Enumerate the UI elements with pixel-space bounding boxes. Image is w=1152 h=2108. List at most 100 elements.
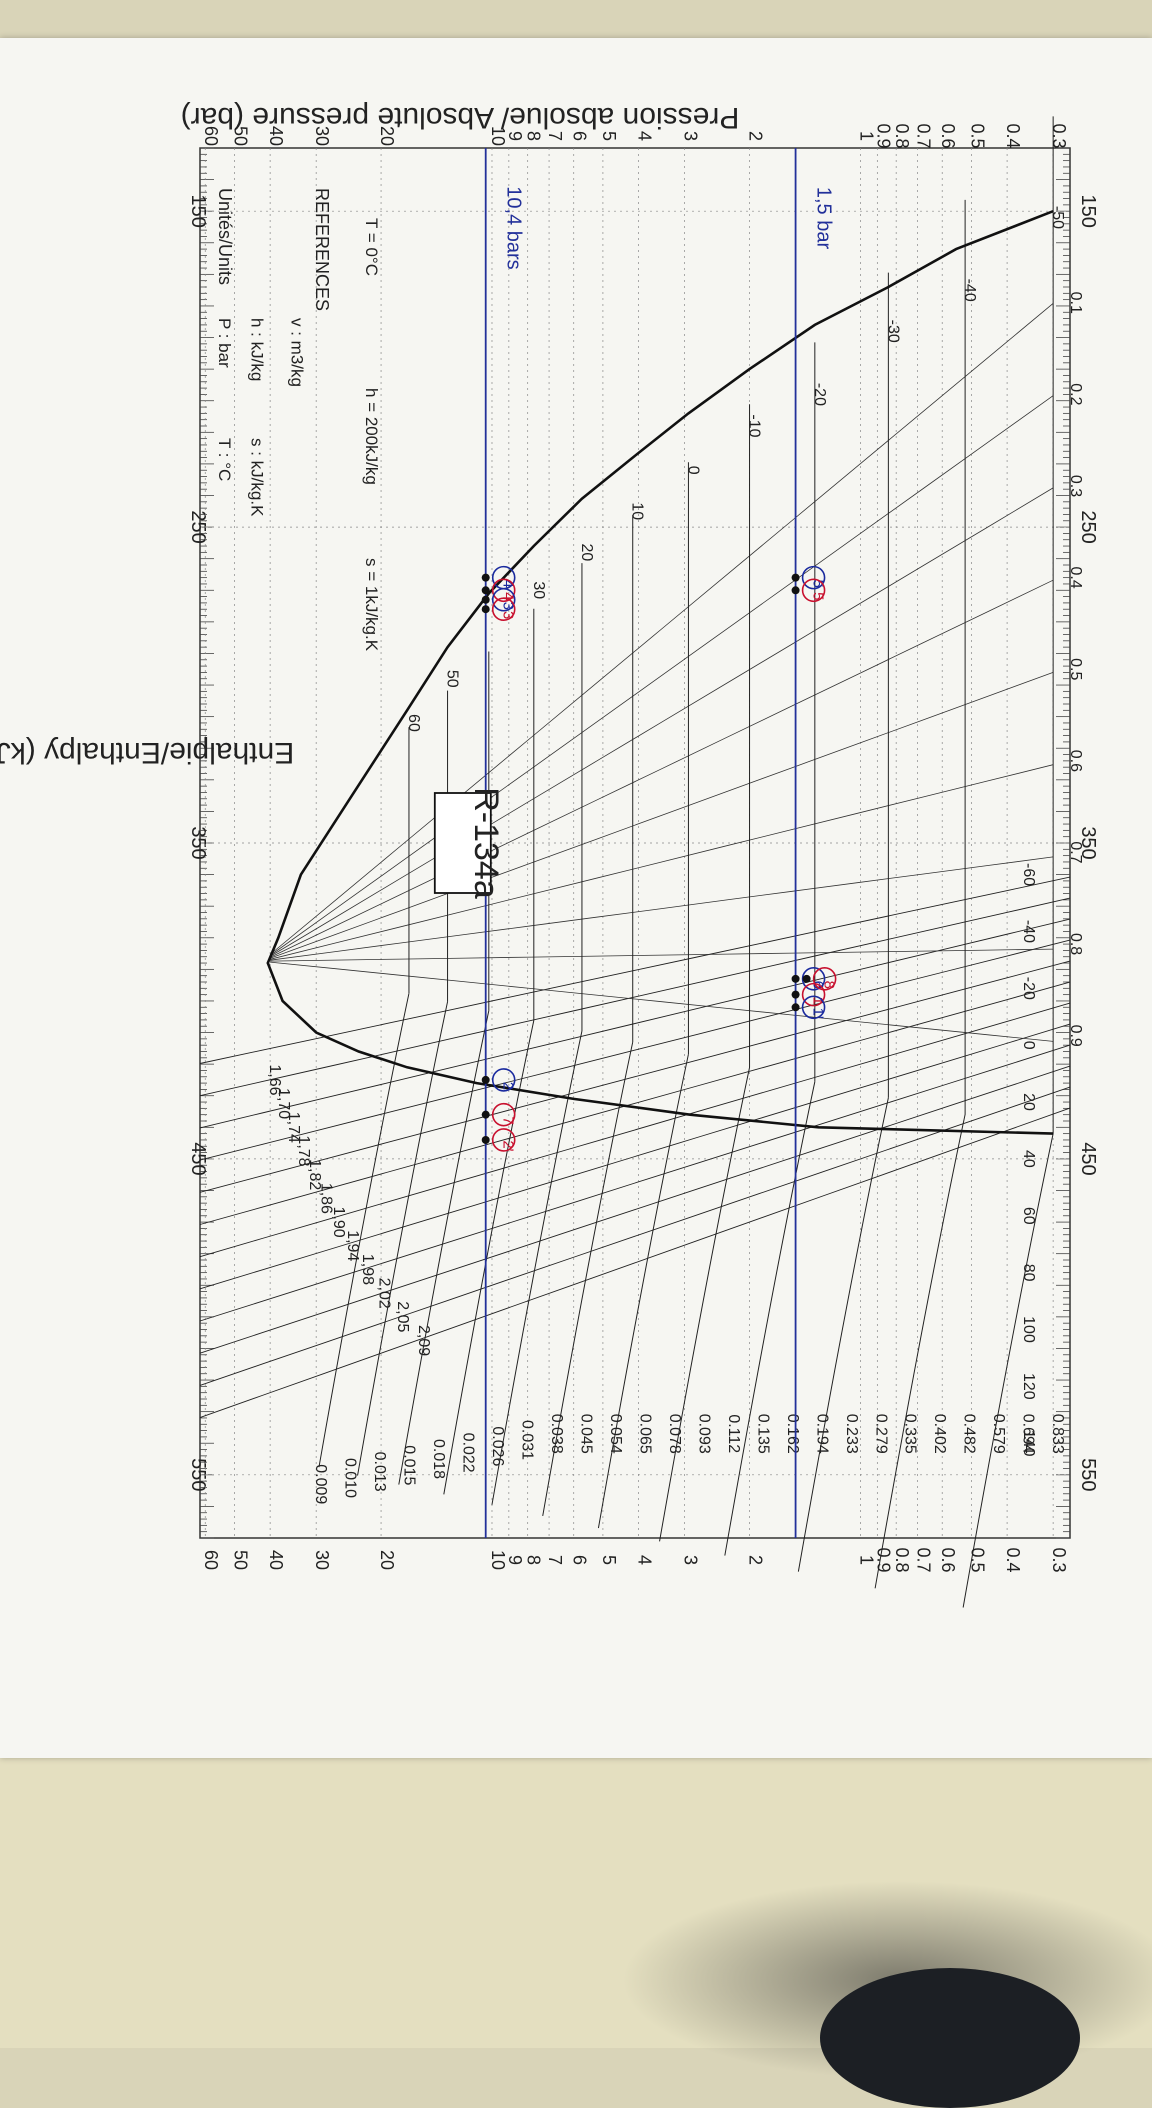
x-tick-label: 250 <box>1077 510 1099 543</box>
cycle-point <box>791 573 800 582</box>
y-tick-label: 0.4 <box>1003 1547 1023 1572</box>
y-tick-label: 2 <box>746 131 766 141</box>
entropy-label: 1,66 <box>266 1064 283 1095</box>
quality-line <box>269 395 1054 956</box>
cycle-point <box>802 974 811 983</box>
vapor-temp-label: 40 <box>1020 1150 1037 1168</box>
quality-label: 0.8 <box>1067 933 1084 955</box>
entropy-label: 1,90 <box>330 1207 347 1238</box>
volume-label: 0.335 <box>902 1414 919 1454</box>
volume-label: 0.482 <box>961 1414 978 1454</box>
volume-label: 0.833 <box>1049 1414 1066 1454</box>
isentrope-line <box>199 1107 1071 1419</box>
volume-label: 0.093 <box>695 1414 712 1454</box>
y-tick-label: 10 <box>488 1550 508 1570</box>
volume-label: 0.031 <box>519 1420 536 1460</box>
y-tick-label: 1 <box>856 131 876 141</box>
y-tick-label: 60 <box>201 1550 221 1570</box>
cycle-point-label: 7 <box>500 1117 517 1125</box>
entropy-label: 1,78 <box>295 1135 312 1166</box>
cycle-point-circle <box>491 597 516 622</box>
entropy-label: 1,98 <box>359 1254 376 1285</box>
saturation-dome <box>266 209 1054 1135</box>
y-tick-label: 5 <box>599 1555 619 1565</box>
units-header: Unités/Units <box>215 188 235 285</box>
cycle-point-label: 3 <box>500 611 517 619</box>
isotherm-vapour <box>398 1010 490 1485</box>
y-tick-label: 50 <box>230 126 250 146</box>
liquid-temp-label: 50 <box>444 670 461 688</box>
cycle-point <box>791 990 800 999</box>
y-tick-label: 0.7 <box>914 123 934 148</box>
quality-line <box>269 579 1054 958</box>
vapor-temp-label: 100 <box>1020 1316 1037 1343</box>
cycle-point <box>481 586 490 595</box>
volume-label: 0.694 <box>1020 1414 1037 1454</box>
y-tick-label: 0.3 <box>1049 123 1069 148</box>
quality-line <box>270 961 1054 1042</box>
entropy-label: 2,09 <box>415 1325 432 1356</box>
liquid-temp-label: -50 <box>1049 206 1066 229</box>
cycle-point <box>481 595 490 604</box>
volume-label: 0.013 <box>371 1452 388 1492</box>
cycle-point <box>481 573 490 582</box>
isotherm-vapour <box>874 1114 966 1589</box>
isentrope-line <box>199 1086 1071 1386</box>
cycle-point <box>481 605 490 614</box>
cycle-point-circle <box>801 578 826 603</box>
isotherm-vapour <box>491 1030 583 1505</box>
units-entry: s : kJ/kg.K <box>247 438 266 517</box>
x-tick-label: 550 <box>187 1458 209 1491</box>
units-entry: v : m3/kg <box>288 318 307 387</box>
x-tick-label: 550 <box>1077 1458 1099 1491</box>
units-entry: h : kJ/kg <box>247 318 266 381</box>
y-tick-label: 7 <box>545 131 565 141</box>
y-tick-label: 0.9 <box>873 1547 893 1572</box>
quality-line <box>269 672 1054 959</box>
y-tick-label: 0.8 <box>892 1547 912 1572</box>
y-tick-label: 0.6 <box>938 123 958 148</box>
isotherm-vapour <box>357 1001 449 1476</box>
y-tick-label: 50 <box>230 1550 250 1570</box>
y-tick-label: 0.7 <box>914 1547 934 1572</box>
y-tick-label: 6 <box>570 131 590 141</box>
quality-label: 0.3 <box>1067 475 1084 497</box>
isotherm-vapour <box>962 1133 1054 1608</box>
volume-label: 0.054 <box>607 1414 624 1454</box>
quality-line <box>269 487 1054 957</box>
quality-label: 0.7 <box>1067 841 1084 863</box>
volume-label: 0.045 <box>577 1414 594 1454</box>
cycle-point <box>791 1003 800 1012</box>
isentrope-line <box>199 1002 1071 1258</box>
cycle-point-circle <box>801 565 826 590</box>
volume-label: 0.022 <box>460 1433 477 1473</box>
liquid-temp-label: -40 <box>961 279 978 302</box>
y-tick-label: 4 <box>635 1555 655 1565</box>
isentrope-line <box>199 1065 1071 1354</box>
y-tick-label: 0.3 <box>1049 1547 1069 1572</box>
y-tick-label: 40 <box>266 1550 286 1570</box>
y-tick-label: 1 <box>856 1555 876 1565</box>
volume-label: 0.162 <box>784 1414 801 1454</box>
cycle-point <box>481 1075 490 1084</box>
isentrope-line <box>199 1023 1071 1290</box>
isotherm-vapour <box>542 1041 634 1516</box>
x-tick-label: 350 <box>1077 826 1099 859</box>
isotherm-vapour <box>659 1067 751 1542</box>
vapor-temp-label: 80 <box>1020 1264 1037 1282</box>
cycle-point-circle <box>491 1102 516 1127</box>
cycle-point-label: 2 <box>500 1082 517 1090</box>
y-tick-label: 20 <box>377 126 397 146</box>
reference-entry: s = 1kJ/kg.K <box>362 558 381 652</box>
cycle-point <box>791 974 800 983</box>
isentrope-line <box>199 981 1071 1225</box>
isotherm-vapour <box>797 1097 889 1572</box>
cycle-point <box>481 1110 490 1119</box>
y-tick-label: 9 <box>505 131 525 141</box>
x-tick-label: 150 <box>187 194 209 227</box>
computer-mouse <box>820 1968 1080 2108</box>
volume-label: 0.402 <box>931 1414 948 1454</box>
volume-label: 0.015 <box>401 1445 418 1485</box>
vapor-temp-label: 60 <box>1020 1207 1037 1225</box>
y-tick-label: 30 <box>312 1550 332 1570</box>
